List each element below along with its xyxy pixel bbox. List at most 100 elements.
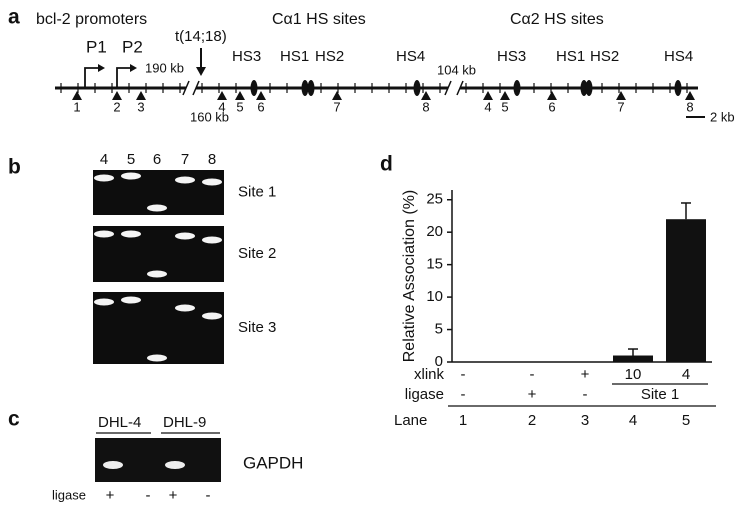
hs-label: HS4 (396, 48, 425, 65)
panel-label: d (380, 153, 393, 176)
x-tick-label: 2 (528, 412, 536, 429)
y-tick-label: 20 (426, 223, 443, 240)
primer-site (136, 91, 146, 100)
primer-site (616, 91, 626, 100)
gel-band (202, 178, 222, 186)
primer-site (421, 91, 431, 100)
primer-site (217, 91, 227, 100)
primer-site (685, 91, 695, 100)
gel-band (121, 172, 141, 180)
x-tick-label: 4 (629, 412, 637, 429)
condition-cell: - (530, 366, 535, 383)
condition-cell: - (461, 386, 466, 403)
sample-label: DHL-4 (98, 414, 141, 431)
condition-cell: 4 (682, 366, 690, 383)
gel-band (94, 230, 114, 238)
gel-band (175, 232, 195, 240)
hs-site (301, 80, 309, 96)
hs-label: HS2 (315, 48, 344, 65)
site-label: 1 (73, 99, 80, 114)
sample-label: DHL-9 (163, 414, 206, 431)
site-label: 5 (236, 99, 243, 114)
site-label: 8 (686, 99, 693, 114)
gel-band (103, 461, 123, 469)
ligase-sign: - (146, 487, 151, 504)
hs-label: HS1 (556, 48, 585, 65)
gel-band (202, 236, 222, 244)
lane-label: 4 (100, 151, 108, 168)
hs-site (513, 80, 521, 96)
site-label: 2 (113, 99, 120, 114)
site-label: 8 (422, 99, 429, 114)
y-axis-label: Relative Association (%) (401, 190, 418, 363)
condition-cell: 10 (625, 366, 642, 383)
gel-band (94, 298, 114, 306)
promoter-arrow (116, 67, 131, 88)
condition-cell: - (461, 366, 466, 383)
lane-label: 8 (208, 151, 216, 168)
hs-label: HS3 (232, 48, 261, 65)
y-tick-label: 0 (435, 353, 443, 370)
ligase-sign: - (206, 487, 211, 504)
gel-band (175, 304, 195, 312)
gel-band (165, 461, 185, 469)
cluster-title: Cα2 HS sites (510, 11, 604, 28)
gel-label: Site 3 (238, 319, 276, 336)
condition-cell: + (528, 386, 537, 403)
ligase-sign: + (106, 487, 115, 504)
x-tick-label: 3 (581, 412, 589, 429)
distance-label: 190 kb (145, 60, 184, 75)
scale-label: 2 kb (710, 109, 735, 124)
break-mark (456, 80, 464, 96)
gel-band (147, 354, 167, 362)
break-mark (192, 80, 200, 96)
category-axis-label: Lane (394, 412, 427, 429)
lane-label: 5 (127, 151, 135, 168)
gel-label: Site 2 (238, 245, 276, 262)
panel-label: b (8, 156, 21, 179)
condition-cell: + (581, 366, 590, 383)
panel-label: c (8, 408, 20, 431)
y-tick-label: 15 (426, 256, 443, 273)
hs-site (674, 80, 682, 96)
hs-label: HS1 (280, 48, 309, 65)
primer-site (256, 91, 266, 100)
gel-image (93, 292, 224, 364)
y-tick-label: 10 (426, 288, 443, 305)
break-mark (444, 80, 452, 96)
hs-site (250, 80, 258, 96)
primer-site (483, 91, 493, 100)
primer-site (235, 91, 245, 100)
cluster-title: Cα1 HS sites (272, 11, 366, 28)
site-label: 4 (484, 99, 491, 114)
hs-site (585, 80, 593, 96)
hs-label: HS4 (664, 48, 693, 65)
primer-site (112, 91, 122, 100)
site-label: 5 (501, 99, 508, 114)
promoter-arrow (84, 67, 99, 88)
gel-band (147, 270, 167, 278)
hs-site (580, 80, 588, 96)
site-label: 3 (137, 99, 144, 114)
condition-label: xlink (414, 366, 445, 383)
break-mark (182, 80, 190, 96)
x-tick-label: 1 (459, 412, 467, 429)
primer-site (72, 91, 82, 100)
arrow-head (98, 64, 105, 72)
distance-label: 104 kb (437, 62, 476, 77)
gel-band (94, 174, 114, 182)
arrow-head (196, 67, 206, 76)
bar (666, 219, 706, 362)
hs-label: HS3 (497, 48, 526, 65)
marker-label: GAPDH (243, 453, 303, 472)
hs-label: HS2 (590, 48, 619, 65)
hs-site (413, 80, 421, 96)
condition-cell: - (583, 386, 588, 403)
lane-label: 6 (153, 151, 161, 168)
primer-site (332, 91, 342, 100)
gel-band (175, 176, 195, 184)
condition-label: ligase (405, 386, 444, 403)
panel-label: a (8, 6, 20, 29)
gel-band (147, 204, 167, 212)
